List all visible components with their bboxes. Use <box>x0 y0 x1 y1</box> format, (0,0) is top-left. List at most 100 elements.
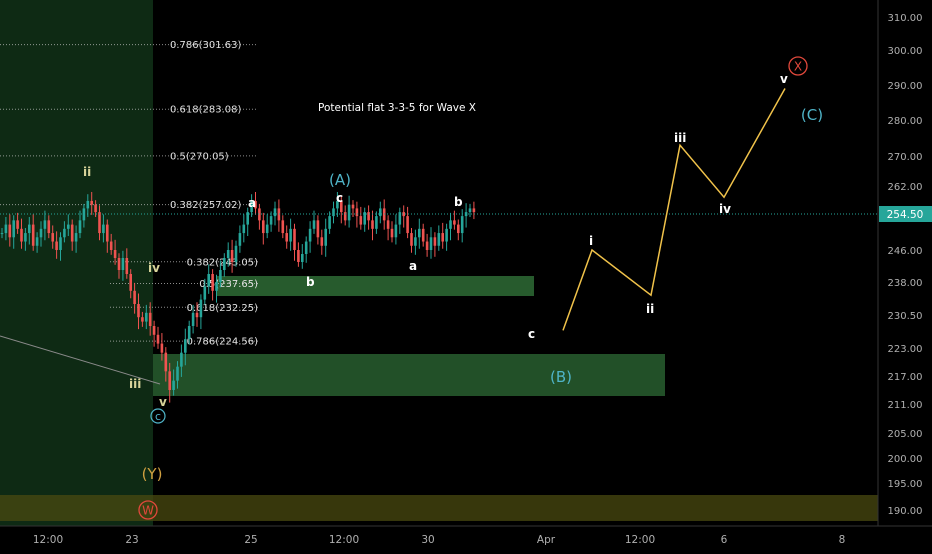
annotation-text: Potential flat 3-3-5 for Wave X <box>318 102 476 114</box>
candle-body <box>425 241 429 250</box>
candle-body <box>297 250 300 262</box>
candle-body <box>90 200 93 205</box>
fib-label: 0.618(283.08) <box>170 105 242 116</box>
candle-body <box>234 245 238 262</box>
candle-body <box>464 212 468 217</box>
candle-body <box>59 237 62 250</box>
time-axis-bg[interactable] <box>0 526 932 550</box>
price-axis[interactable]: 310.00 300.00 290.00 280.00 270.00 262.00 254.… <box>879 13 932 517</box>
candle-body <box>453 220 456 225</box>
price-tick-label: 195.00 <box>888 479 923 490</box>
candle-body <box>203 286 207 300</box>
candle-body <box>406 216 409 234</box>
candle-body <box>449 220 452 229</box>
price-tick-label: 310.00 <box>888 13 923 24</box>
candle-body <box>262 220 265 234</box>
candle-body <box>82 208 86 221</box>
candle-body <box>55 241 58 250</box>
candle-body <box>145 312 148 322</box>
candle-body <box>215 282 218 291</box>
candle-body <box>141 317 144 322</box>
candle-body <box>70 224 74 242</box>
candle-body <box>125 258 129 274</box>
candle-body <box>254 200 257 209</box>
candle-body <box>457 224 460 234</box>
candle-body <box>133 290 136 304</box>
wave-c-circle <box>150 408 166 424</box>
wave-label-B: (B) <box>550 368 572 386</box>
candle-body <box>47 220 51 234</box>
candle-body <box>273 208 277 217</box>
candle-body <box>336 200 339 209</box>
candle-body <box>367 212 370 221</box>
candle-body <box>265 224 269 234</box>
candle-body <box>211 274 214 291</box>
time-tick-label: 6 <box>721 534 728 546</box>
candle-body <box>312 220 316 229</box>
candle-body <box>121 258 125 270</box>
wave-W-circle <box>138 500 158 520</box>
candle-body <box>390 228 394 238</box>
candle-body <box>207 274 210 287</box>
wave-label-v: v <box>780 72 788 86</box>
candle-body <box>86 200 90 209</box>
candle-body <box>355 208 359 217</box>
wave-label-c2: c <box>528 327 535 341</box>
candle-body <box>418 228 421 238</box>
candle-body <box>137 304 140 318</box>
candle-body <box>31 224 35 246</box>
candle-body <box>223 258 226 270</box>
candle-body <box>429 237 433 250</box>
time-axis[interactable]: 12:00 23 25 12:00 30 Apr 12:00 6 8 <box>33 534 845 546</box>
candle-body <box>4 224 8 234</box>
fib-label: 0.5(237.65) <box>199 279 258 290</box>
wave-label-b2: b <box>454 195 463 209</box>
candle-body <box>324 228 327 246</box>
price-tick-label: 280.00 <box>888 116 923 127</box>
candle-body <box>230 250 234 262</box>
wave-label-iii: iii <box>674 131 686 145</box>
candle-body <box>363 212 366 225</box>
candle-body <box>301 254 304 262</box>
candle-body <box>414 237 417 246</box>
candle-body <box>441 233 444 242</box>
wave-label-c1: c <box>336 191 343 205</box>
wave-label-W: W <box>142 504 154 518</box>
candle-body <box>242 224 246 234</box>
candle-body <box>168 371 171 390</box>
time-tick-label: Apr <box>537 534 556 546</box>
candle-body <box>28 224 31 234</box>
wave-label-X: X <box>794 60 802 74</box>
last-price-tag-bg <box>879 206 932 222</box>
time-tick-label: 30 <box>421 534 434 546</box>
candle-body <box>180 352 183 367</box>
candle-body <box>176 366 179 381</box>
candle-body <box>398 212 402 225</box>
candle-body <box>199 299 203 318</box>
price-tick-label: 190.00 <box>888 506 923 517</box>
wave-label-c-circle: c <box>155 410 161 423</box>
candle-body <box>351 204 355 209</box>
candle-body <box>164 352 168 372</box>
fib-label: 0.618(232.25) <box>187 303 259 314</box>
candle-body <box>293 228 296 250</box>
candle-body <box>421 228 425 242</box>
candle-body <box>289 228 292 242</box>
candle-body <box>258 208 261 221</box>
candle-body <box>402 212 405 217</box>
candle-body <box>250 200 253 213</box>
candle-body <box>98 212 101 234</box>
last-price-tag: 254.50 <box>887 209 924 221</box>
candle-body <box>117 258 121 270</box>
time-tick-label: 25 <box>244 534 257 546</box>
candle-body <box>281 220 285 234</box>
candle-body <box>106 224 109 242</box>
wave-label-iv-left: iv <box>148 261 160 275</box>
price-tick-label: 205.00 <box>888 429 923 440</box>
wave-label-a1: a <box>248 196 256 210</box>
candle-body <box>316 220 320 238</box>
price-axis-bg[interactable] <box>878 0 932 526</box>
wave-label-ii: ii <box>646 302 654 316</box>
